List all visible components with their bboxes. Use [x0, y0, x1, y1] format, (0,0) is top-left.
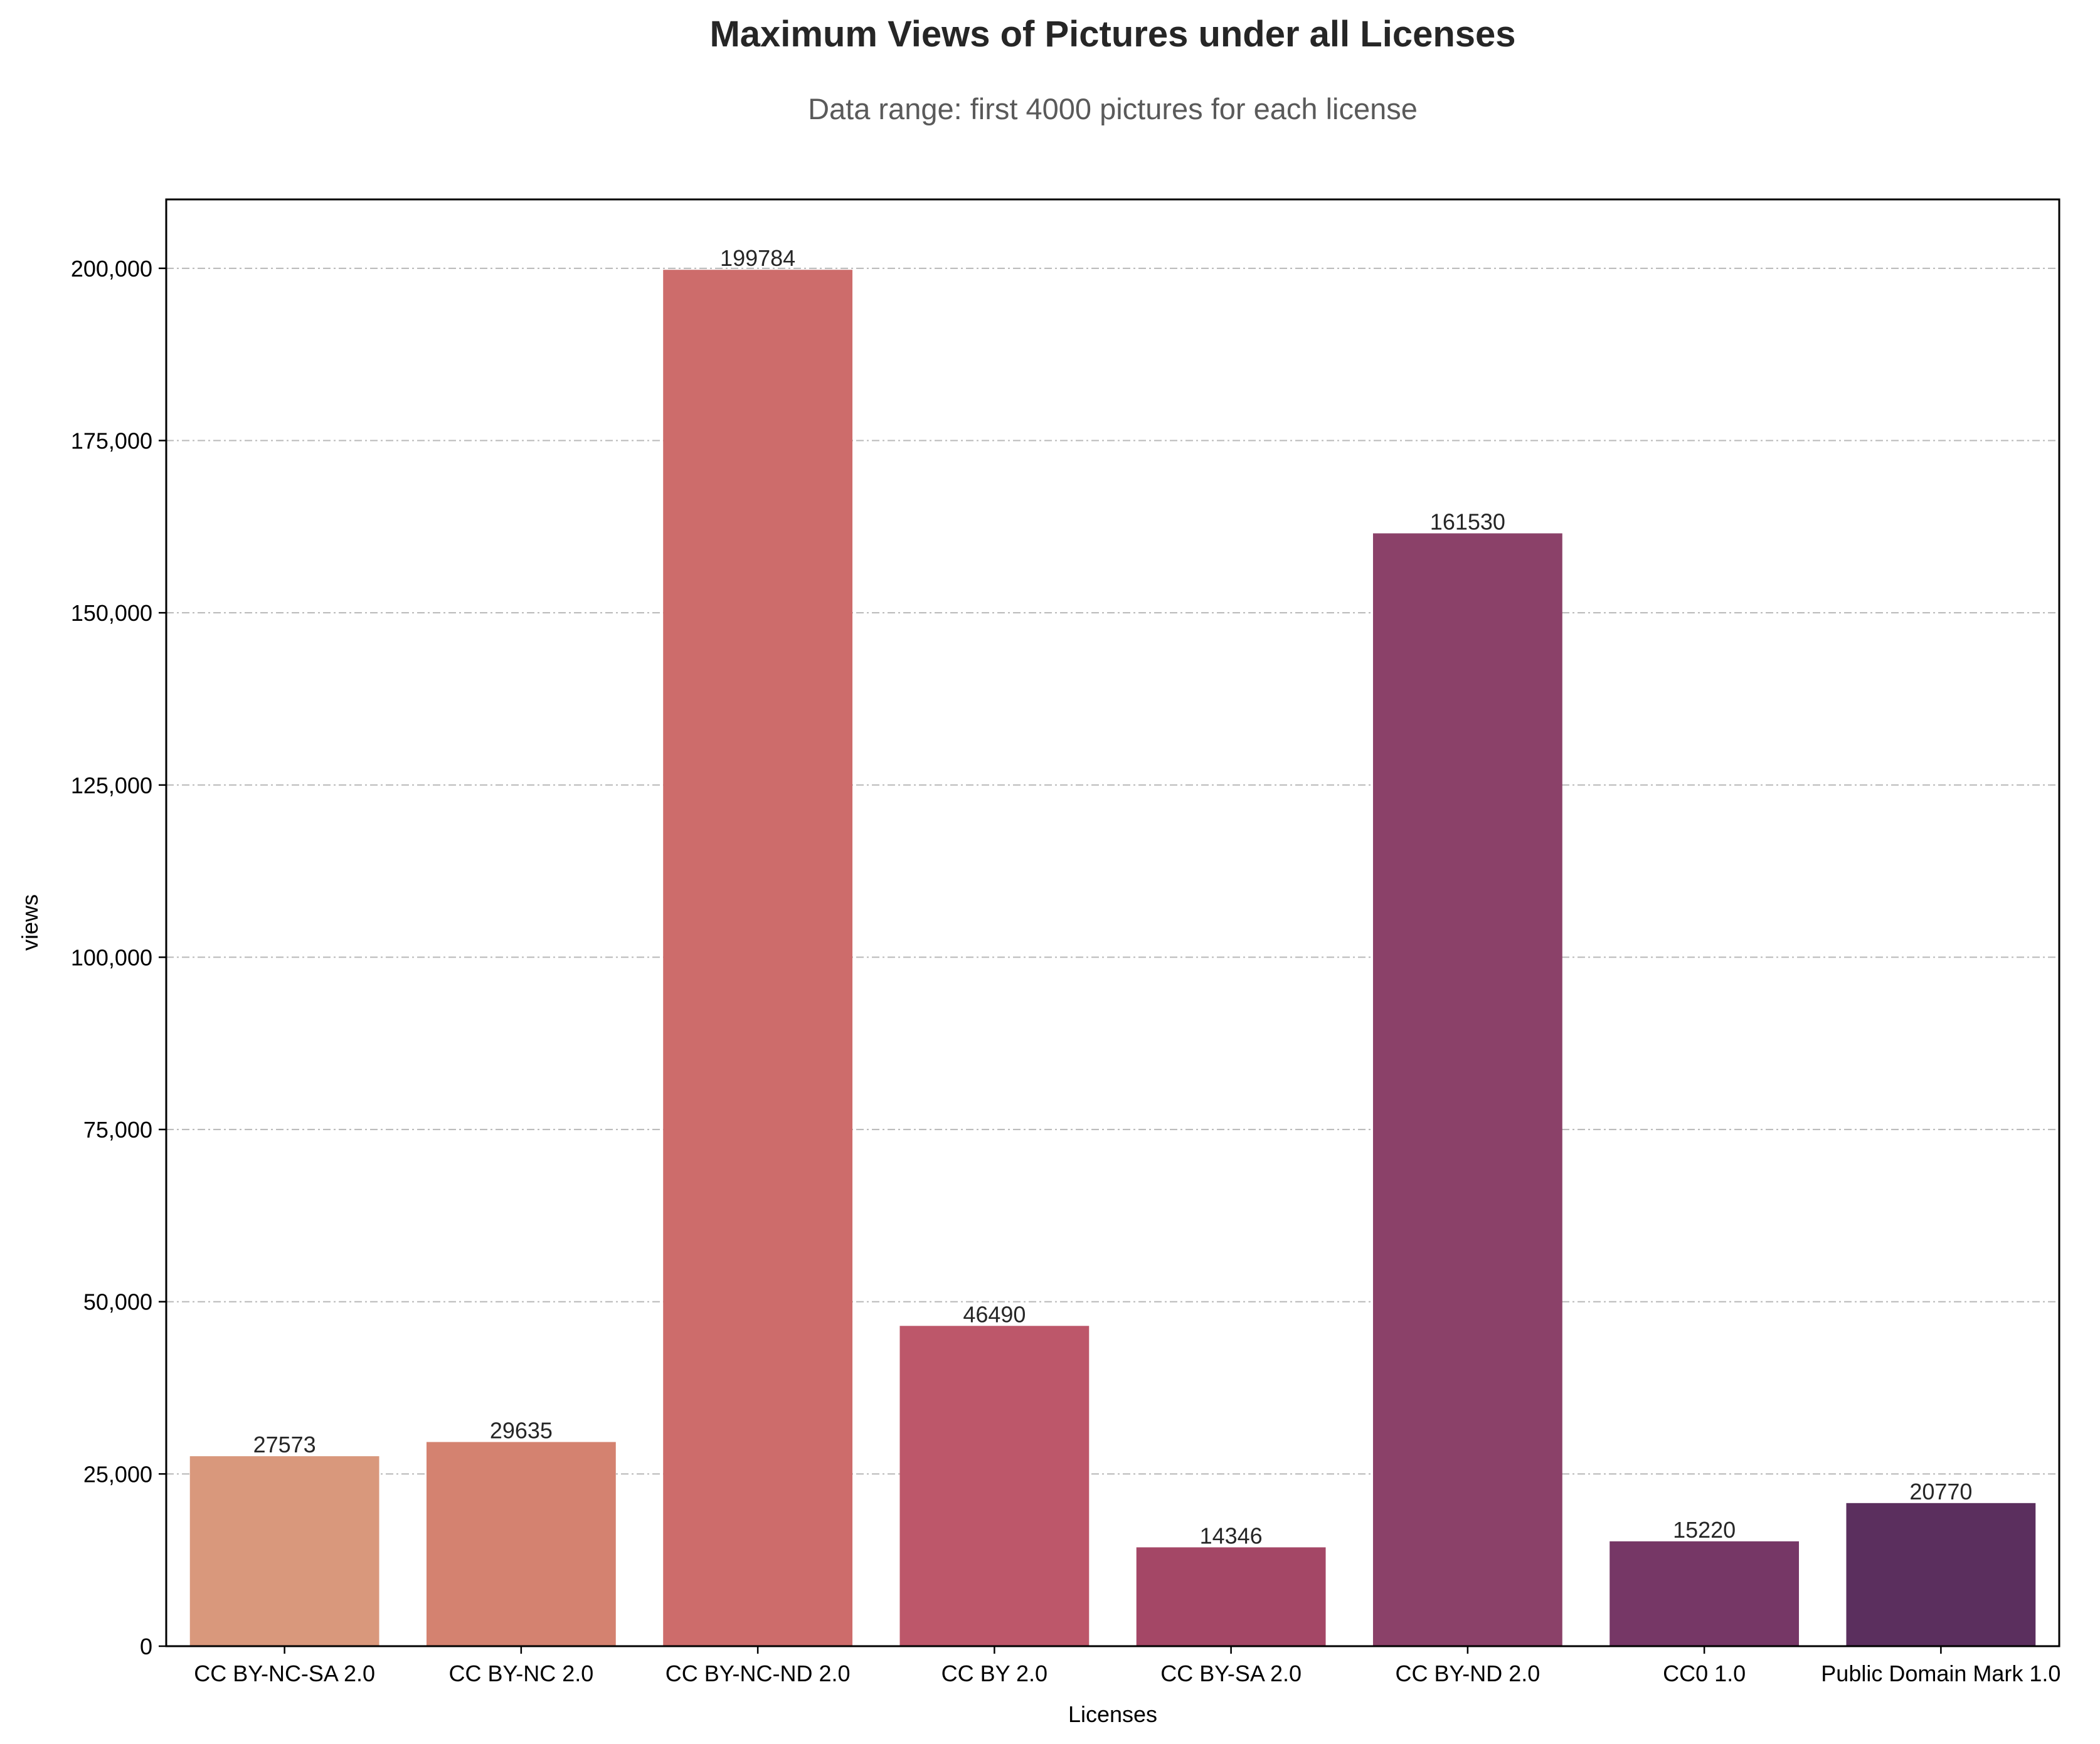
- bar: [1609, 1541, 1800, 1646]
- bar: [189, 1456, 379, 1646]
- bar: [899, 1326, 1090, 1646]
- x-tick-label: CC BY-SA 2.0: [1160, 1661, 1302, 1686]
- bar: [663, 270, 853, 1647]
- bar: [1372, 533, 1562, 1647]
- y-tick-label: 200,000: [71, 256, 152, 282]
- bar-value-label: 161530: [1430, 509, 1505, 534]
- data-labels: 27573 29635 199784 46490 14346 161530 15220 207…: [253, 245, 1973, 1548]
- y-tick-label: 25,000: [83, 1461, 152, 1487]
- bar-value-label: 15220: [1673, 1517, 1736, 1543]
- y-axis-label: views: [17, 894, 43, 951]
- y-tick-label: 150,000: [71, 600, 152, 626]
- y-tick-label: 100,000: [71, 944, 152, 970]
- bar: [1846, 1503, 2036, 1646]
- x-axis-ticks: CC BY-NC-SA 2.0 CC BY-NC 2.0 CC BY-NC-ND 2…: [194, 1646, 2060, 1686]
- plot-frame: [165, 198, 2060, 1647]
- bar: [426, 1442, 616, 1646]
- y-tick-label: 50,000: [83, 1289, 152, 1315]
- chart-title: Maximum Views of Pictures under all Lice…: [709, 14, 1515, 55]
- x-tick-label: Public Domain Mark 1.0: [1821, 1661, 2060, 1686]
- bars: [189, 270, 2036, 1647]
- x-tick-label: CC BY-ND 2.0: [1396, 1661, 1541, 1686]
- bar-value-label: 29635: [490, 1417, 553, 1443]
- bar-value-label: 14346: [1200, 1523, 1263, 1548]
- x-axis-label: Licenses: [1068, 1701, 1157, 1727]
- bar: [1136, 1547, 1326, 1646]
- x-tick-label: CC BY-NC-ND 2.0: [666, 1661, 851, 1686]
- x-tick-label: CC BY 2.0: [941, 1661, 1047, 1686]
- y-tick-label: 125,000: [71, 773, 152, 798]
- x-tick-label: CC0 1.0: [1663, 1661, 1746, 1686]
- y-axis-ticks: 0 25,000 50,000 75,000 100,000 125,000 150,000…: [71, 256, 166, 1659]
- gridlines: [166, 267, 2059, 1475]
- bar-value-label: 46490: [963, 1301, 1026, 1327]
- y-tick-label: 175,000: [71, 428, 152, 454]
- bar-value-label: 20770: [1909, 1479, 1972, 1504]
- bar-value-label: 27573: [253, 1432, 316, 1457]
- bar-value-label: 199784: [720, 245, 795, 271]
- y-tick-label: 0: [140, 1634, 152, 1659]
- x-tick-label: CC BY-NC 2.0: [449, 1661, 594, 1686]
- y-tick-label: 75,000: [83, 1117, 152, 1143]
- chart-subtitle: Data range: first 4000 pictures for each…: [808, 92, 1418, 125]
- x-tick-label: CC BY-NC-SA 2.0: [194, 1661, 375, 1686]
